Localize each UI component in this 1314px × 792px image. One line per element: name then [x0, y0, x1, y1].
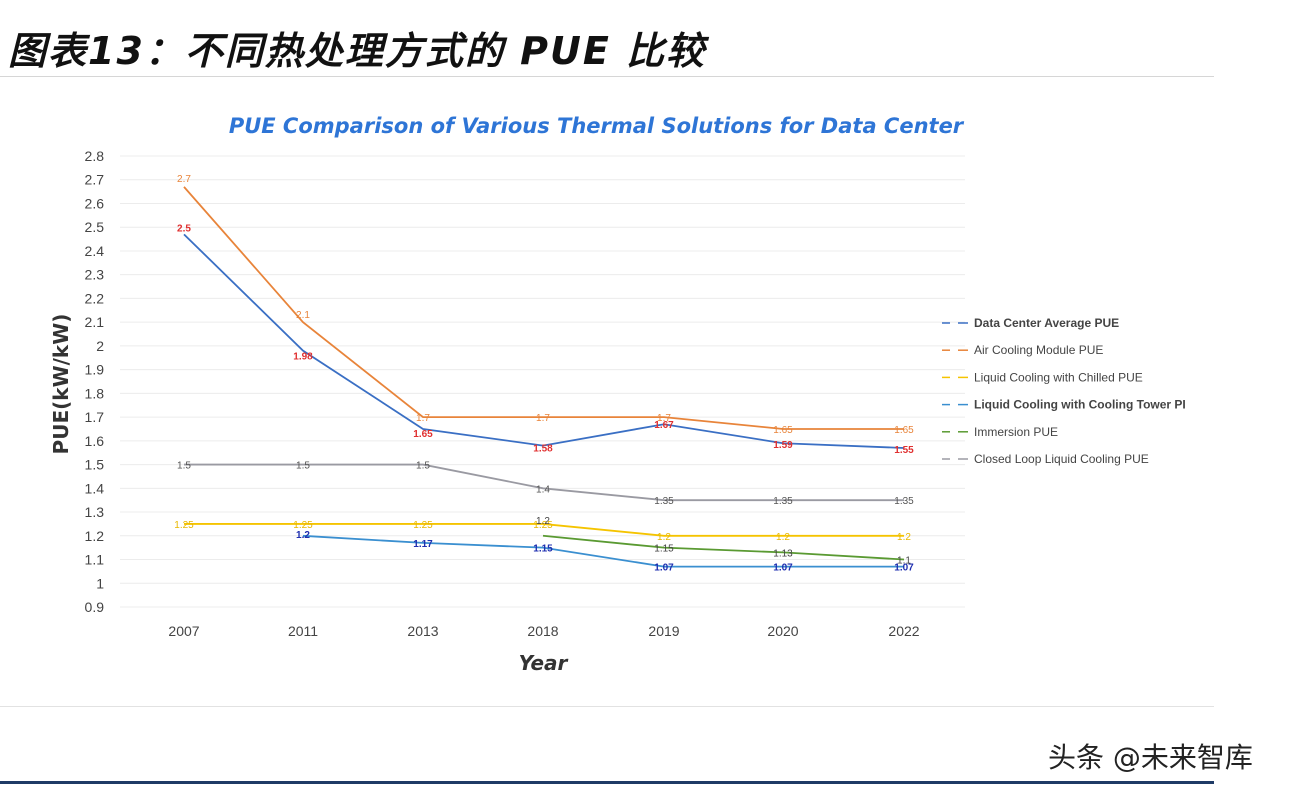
data-label: 1.2 — [536, 516, 550, 527]
y-tick-label: 2.7 — [85, 172, 105, 188]
figure-title: 图表13：不同热处理方式的 PUE 比较 — [8, 29, 707, 73]
x-tick-label: 2022 — [888, 623, 919, 639]
data-label: 1.65 — [413, 429, 433, 440]
legend-label: Liquid Cooling with Chilled PUE — [974, 370, 1143, 384]
y-tick-label: 2.4 — [85, 243, 105, 259]
data-label: 1.1 — [897, 556, 911, 567]
y-tick-label: 2.1 — [85, 314, 105, 330]
x-tick-label: 2007 — [168, 623, 199, 639]
y-tick-label: 1.5 — [85, 457, 105, 473]
data-label: 1.25 — [413, 520, 433, 531]
data-label: 1.7 — [416, 413, 430, 424]
data-label: 1.25 — [533, 520, 553, 531]
data-label: 1.5 — [177, 461, 191, 472]
data-label: 1.07 — [654, 563, 674, 574]
data-label: 1.5 — [416, 461, 430, 472]
x-tick-label: 2013 — [407, 623, 438, 639]
data-label: 1.98 — [293, 352, 313, 363]
legend-label: Liquid Cooling with Cooling Tower PI — [974, 398, 1186, 412]
y-tick-label: 0.9 — [85, 599, 105, 615]
y-axis-ticks: 2.8 2.7 2.6 2.5 2.4 2.3 2.2 2.1 2 1.9 1.8 1.7 1.6 1.5… — [85, 148, 105, 615]
y-tick-label: 1.7 — [85, 409, 105, 425]
data-label: 1.65 — [894, 425, 914, 436]
watermark: 头条 @未来智库 — [1048, 741, 1253, 774]
data-label: 1.2 — [776, 532, 790, 543]
data-label: 1.13 — [773, 548, 793, 559]
series-line — [183, 233, 905, 449]
data-label: 1.55 — [894, 445, 914, 456]
data-label: 1.35 — [894, 496, 914, 507]
data-label: 1.07 — [894, 563, 914, 574]
y-tick-label: 1.8 — [85, 385, 105, 401]
series-line — [302, 534, 904, 568]
bottom-divider — [0, 706, 1214, 707]
y-tick-label: 1.1 — [85, 552, 105, 568]
series-line — [183, 186, 904, 430]
data-label: 1.35 — [654, 496, 674, 507]
data-label: 2.7 — [177, 174, 191, 185]
series-line — [542, 534, 905, 561]
y-tick-label: 2 — [96, 338, 104, 354]
y-axis-label: PUE(kW/kW) — [49, 314, 73, 455]
y-tick-label: 2.8 — [85, 148, 105, 164]
y-tick-label: 1.2 — [85, 528, 105, 544]
series-lines — [183, 186, 905, 568]
data-label: 1.15 — [533, 544, 553, 555]
data-label: 1.7 — [657, 413, 671, 424]
data-label: 1.35 — [773, 496, 793, 507]
data-label: 1.15 — [654, 544, 674, 555]
y-tick-label: 1.6 — [85, 433, 105, 449]
y-tick-label: 1.3 — [85, 504, 105, 520]
top-divider — [0, 76, 1214, 77]
data-label: 1.5 — [296, 461, 310, 472]
y-tick-label: 2.5 — [85, 219, 105, 235]
y-tick-label: 2.2 — [85, 290, 105, 306]
data-label: 1.58 — [533, 444, 553, 455]
data-label: 1.2 — [296, 530, 310, 541]
data-label: 1.17 — [413, 539, 433, 550]
legend-label: Immersion PUE — [974, 425, 1058, 439]
gridlines — [120, 155, 965, 608]
series-line — [184, 523, 904, 537]
data-labels: 2.5 1.98 1.65 1.58 1.67 1.59 1.55 2.7 2.1 1.7 1.7 1… — [174, 174, 914, 574]
data-label: 1.4 — [536, 484, 550, 495]
y-tick-label: 1 — [96, 575, 104, 591]
data-label: 2.5 — [177, 223, 191, 234]
data-label: 1.25 — [293, 520, 313, 531]
y-tick-label: 2.6 — [85, 195, 105, 211]
data-label: 1.07 — [773, 563, 793, 574]
data-label: 1.67 — [654, 420, 674, 431]
y-tick-label: 2.3 — [85, 267, 105, 283]
x-axis-label: Year — [519, 651, 569, 675]
data-label: 1.2 — [897, 532, 911, 543]
series-line — [184, 463, 904, 502]
x-tick-label: 2019 — [648, 623, 679, 639]
chart-title: PUE Comparison of Various Thermal Soluti… — [229, 114, 965, 138]
x-tick-label: 2020 — [767, 623, 798, 639]
legend-label: Closed Loop Liquid Cooling PUE — [974, 452, 1149, 466]
data-label: 1.59 — [773, 440, 793, 451]
x-tick-label: 2018 — [527, 623, 558, 639]
y-tick-label: 1.9 — [85, 362, 105, 378]
data-label: 1.25 — [174, 520, 194, 531]
legend-label: Data Center Average PUE — [974, 316, 1119, 330]
data-label: 1.7 — [536, 413, 550, 424]
x-axis-ticks: 2007 2011 2013 2018 2019 2020 2022 — [168, 623, 919, 639]
legend-label: Air Cooling Module PUE — [974, 343, 1103, 357]
y-tick-label: 1.4 — [85, 480, 105, 496]
footer-bar — [0, 781, 1214, 784]
x-tick-label: 2011 — [288, 623, 318, 639]
legend: Data Center Average PUE Air Cooling Modul… — [942, 316, 1186, 466]
data-label: 1.2 — [657, 532, 671, 543]
data-label: 1.65 — [773, 425, 793, 436]
data-label: 2.1 — [296, 310, 310, 321]
